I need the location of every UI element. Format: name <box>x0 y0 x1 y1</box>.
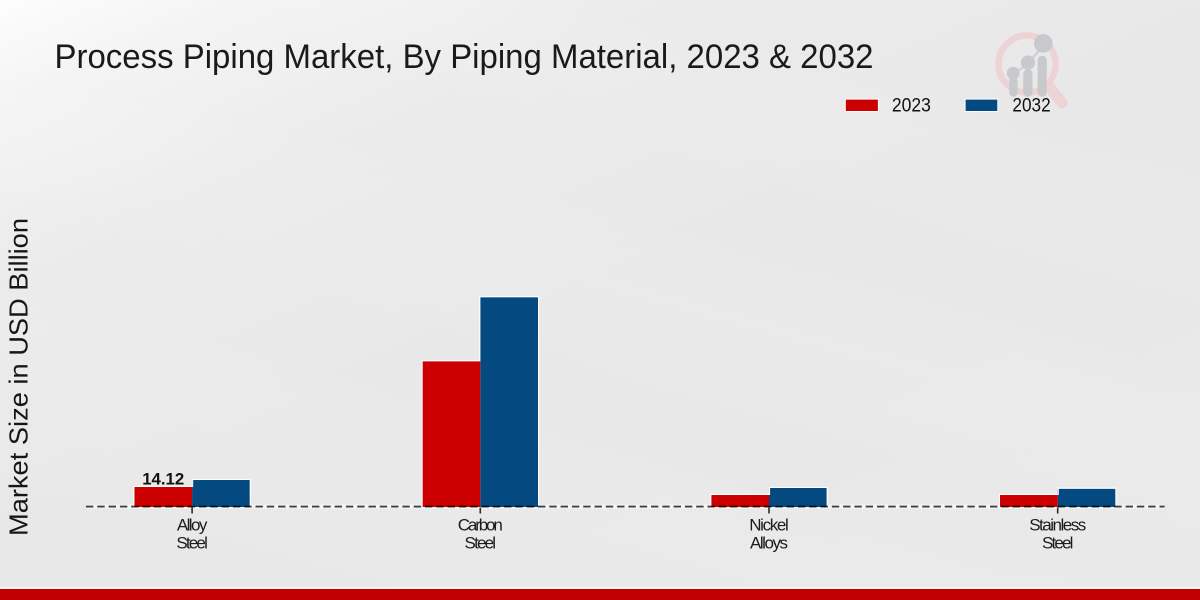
svg-text:Process Piping Market, By Pipi: Process Piping Market, By Piping Materia… <box>55 38 874 76</box>
svg-text:Alloys: Alloys <box>750 534 788 553</box>
svg-text:Carbon: Carbon <box>458 516 503 535</box>
svg-text:Steel: Steel <box>465 534 497 553</box>
svg-text:2023: 2023 <box>892 96 931 117</box>
svg-text:2032: 2032 <box>1012 96 1050 117</box>
svg-text:14.12: 14.12 <box>142 469 184 488</box>
svg-text:Market Size in USD Billion: Market Size in USD Billion <box>4 218 34 536</box>
svg-text:Steel: Steel <box>1042 534 1074 553</box>
svg-text:Stainless: Stainless <box>1029 516 1086 535</box>
svg-text:Alloy: Alloy <box>177 516 208 535</box>
svg-text:Nickel: Nickel <box>749 516 789 535</box>
svg-text:Steel: Steel <box>176 534 208 553</box>
